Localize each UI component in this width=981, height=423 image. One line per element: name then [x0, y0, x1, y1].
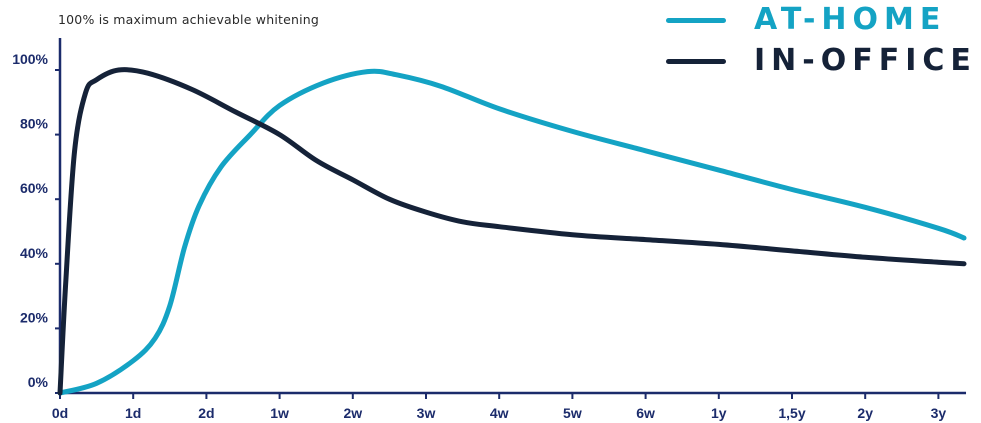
legend-swatch-in-office [666, 58, 726, 64]
series-line-in-office [57, 67, 967, 396]
legend-label-in-office: IN-OFFICE [754, 43, 977, 78]
y-tick-label: 80% [20, 116, 49, 132]
x-tick-label: 1,5y [778, 405, 805, 421]
series-line-at-home [57, 68, 967, 396]
x-tick-label: 2d [198, 405, 214, 421]
x-tick-label: 1w [270, 405, 289, 421]
y-tick-label: 20% [20, 309, 49, 325]
x-tick-label: 4w [490, 405, 509, 421]
y-tick-label: 40% [20, 245, 49, 261]
x-tick-label: 1d [125, 405, 141, 421]
legend-item-in-office: IN-OFFICE [666, 46, 977, 76]
x-tick-label: 2y [857, 405, 873, 421]
legend-item-at-home: AT-HOME [666, 5, 946, 35]
y-tick-label: 100% [12, 51, 48, 67]
legend-label-at-home: AT-HOME [754, 2, 947, 37]
x-tick-label: 5w [563, 405, 582, 421]
y-tick-label: 0% [28, 374, 49, 390]
y-tick-label: 60% [20, 180, 49, 196]
x-tick-label: 6w [636, 405, 655, 421]
x-tick-label: 2w [343, 405, 362, 421]
x-tick-label: 3w [417, 405, 436, 421]
legend-swatch-at-home [666, 17, 726, 23]
chart-annotation: 100% is maximum achievable whitening [58, 12, 320, 27]
x-tick-label: 3y [931, 405, 947, 421]
x-tick-label: 1y [711, 405, 727, 421]
x-tick-label: 0d [52, 405, 68, 421]
